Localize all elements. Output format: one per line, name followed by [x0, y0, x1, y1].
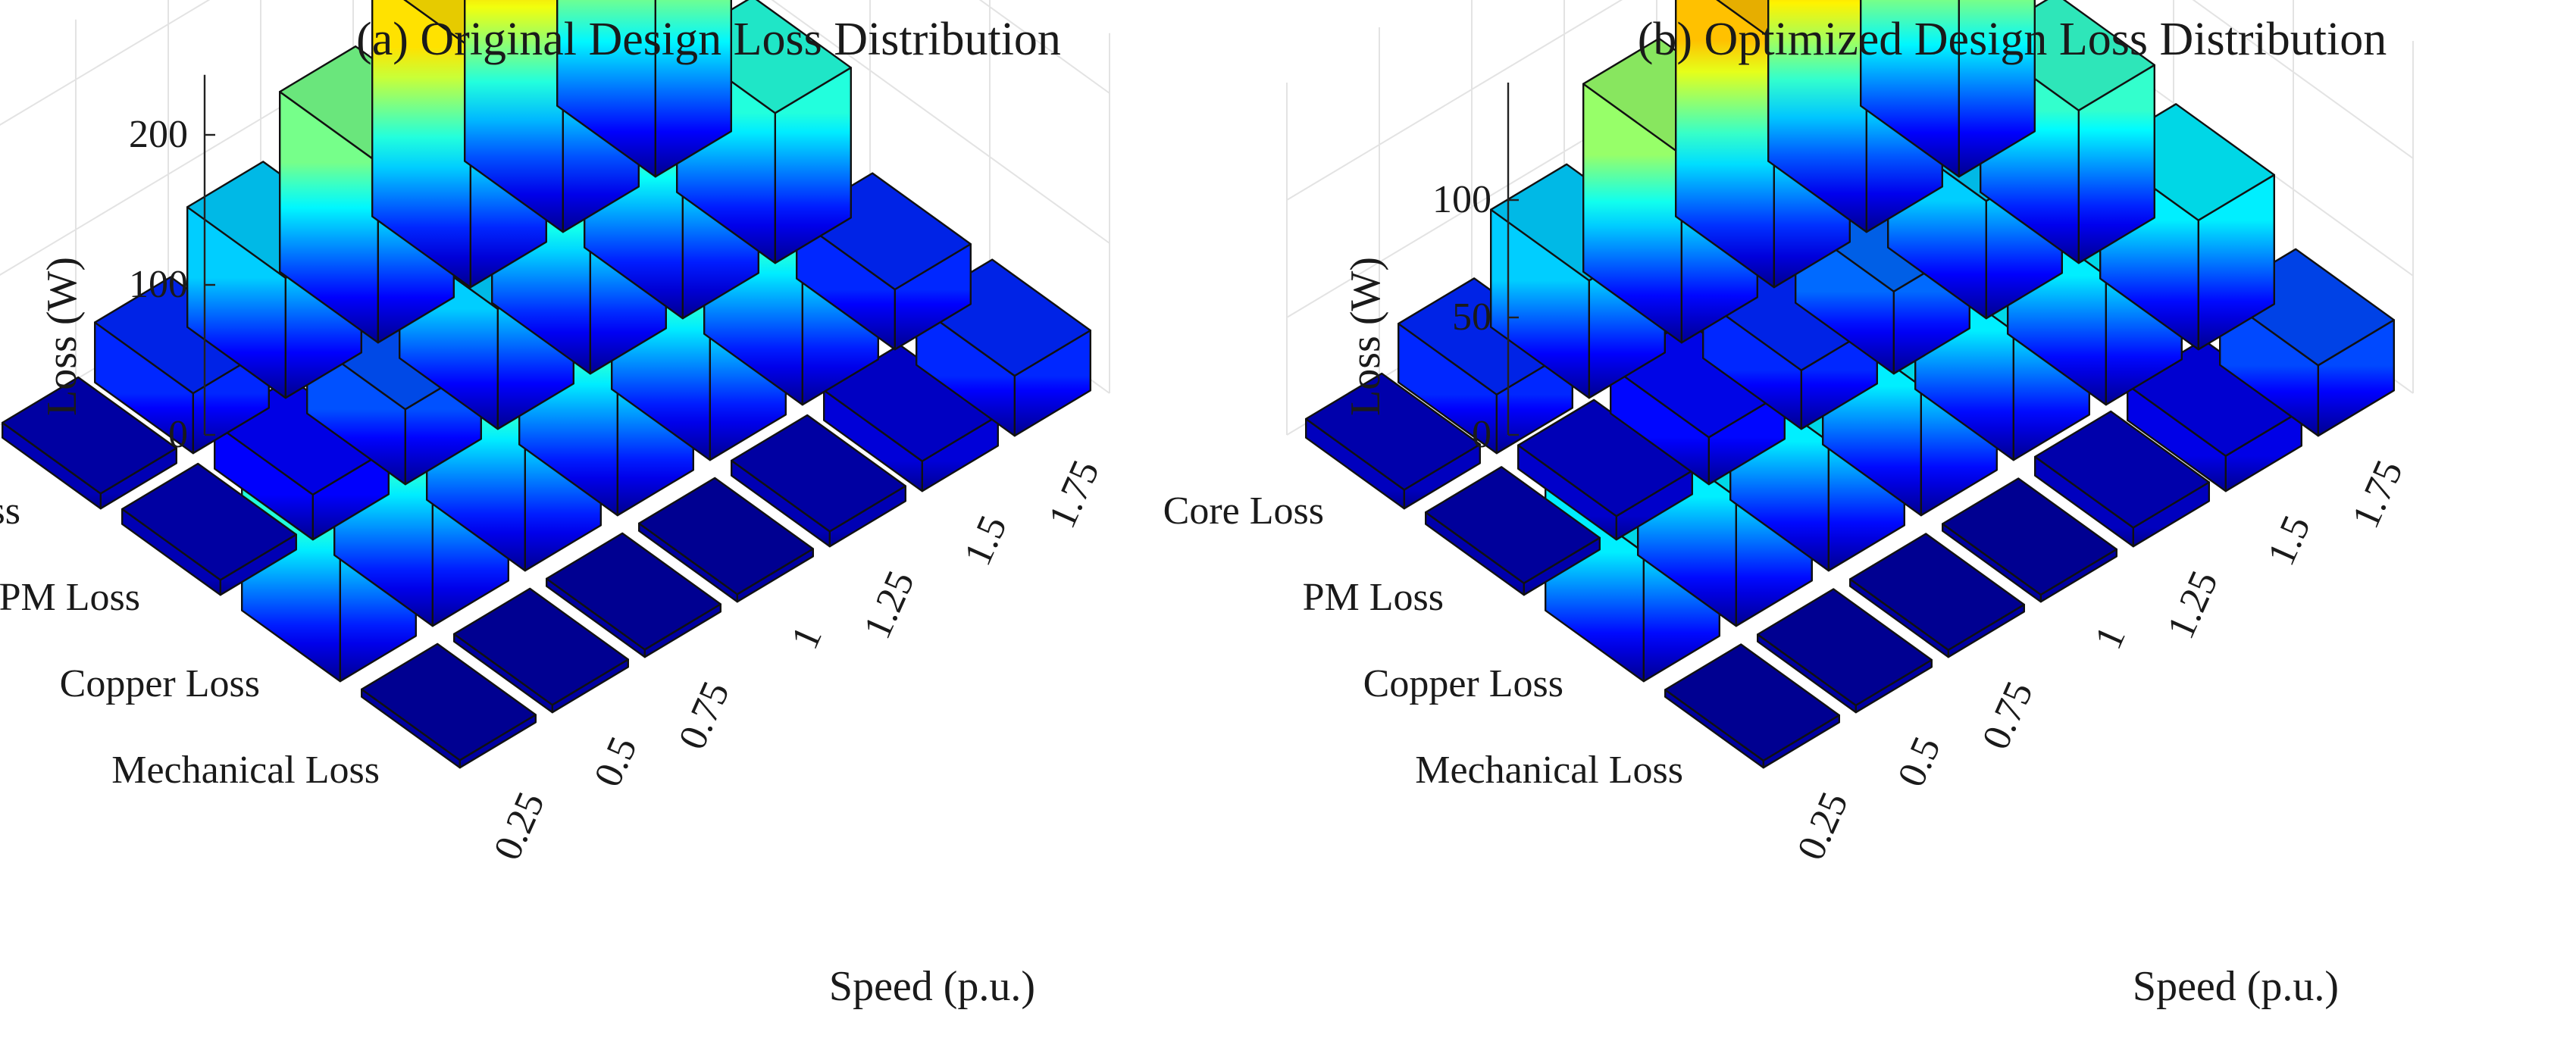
x-tick-label: 0.75 [671, 675, 738, 755]
grid-line [0, 0, 1110, 277]
bar-face-side [1859, 0, 1961, 178]
z-axis-label: Loss (W) [39, 257, 86, 416]
y-tick-label: Copper Loss [60, 662, 260, 705]
z-axis-label: Loss (W) [1342, 257, 1389, 416]
bar [1664, 643, 1841, 769]
z-tick-label: 50 [1452, 295, 1491, 339]
bar-face-front [654, 0, 732, 178]
bar-face-front [1958, 0, 2036, 178]
bar [1397, 277, 1574, 455]
bar [453, 587, 629, 714]
z-tick-label: 0 [1472, 413, 1491, 456]
chart-panel-original: 0 100 200 Loss (W) 0.25 0.5 0.75 1 1.25 1.5 1.75 Sp… [0, 0, 1110, 1010]
x-tick-label: 1.75 [1041, 454, 1108, 534]
bar [638, 477, 815, 603]
x-tick-label: 1.5 [2259, 509, 2319, 572]
x-tick-label: 1 [783, 620, 831, 655]
bar [1424, 466, 1601, 596]
bar-face-top [1941, 477, 2118, 596]
bar [1941, 477, 2118, 603]
x-axis-label: Speed (p.u.) [829, 963, 1035, 1010]
bar [93, 276, 270, 455]
bar [2033, 410, 2211, 548]
bar-face-side [556, 0, 656, 178]
y-tick-label: Core Loss [0, 489, 20, 533]
bar-face-top [453, 587, 629, 706]
z-tick-label: 100 [1432, 178, 1491, 221]
x-tick-label: 1.5 [956, 509, 1016, 572]
y-tick-label: PM Loss [0, 576, 140, 619]
bar [2, 376, 178, 510]
bar [822, 344, 1000, 492]
bar [556, 0, 732, 178]
x-tick-label: 0.75 [1974, 675, 2042, 755]
y-tick-label: Copper Loss [1363, 662, 1563, 705]
x-tick-label: 0.5 [586, 730, 646, 793]
x-tick-label: 0.5 [1889, 730, 1949, 793]
bar [546, 532, 721, 658]
bar [1516, 399, 1694, 541]
bar-face-top [2, 376, 178, 495]
x-tick-label: 1.25 [856, 564, 923, 645]
bar [361, 642, 537, 769]
bar-face-top [638, 477, 815, 596]
bar-face-top [121, 462, 297, 581]
bar-face-top [546, 532, 721, 651]
grid-line [1286, 0, 2414, 201]
bar-face-top [1664, 643, 1841, 762]
bar [1859, 0, 2036, 178]
chart-panel-optimized: 0 50 100 Loss (W) 0.25 0.5 0.75 1 1.25 1.5 1.75 Spe… [1163, 0, 2414, 1010]
x-tick-label: 0.25 [486, 786, 553, 866]
y-tick-label: Mechanical Loss [111, 749, 380, 792]
grid-line [0, 0, 1110, 127]
bar [121, 462, 297, 596]
z-tick-label: 0 [168, 413, 188, 456]
bar-face-top [731, 414, 907, 533]
bar [1304, 372, 1482, 510]
chart-title: (b) Optimized Design Loss Distribution [1638, 14, 2387, 65]
z-tick-label: 200 [129, 113, 188, 156]
y-tick-label: Mechanical Loss [1415, 749, 1683, 792]
bar-face-top [2033, 410, 2211, 529]
y-tick-label: Core Loss [1163, 489, 1324, 533]
bar [1848, 533, 2026, 658]
bar-face-top [1424, 466, 1601, 584]
x-tick-label: 1.25 [2159, 564, 2227, 645]
bar-face-top [1756, 588, 1933, 707]
x-axis-label: Speed (p.u.) [2133, 963, 2339, 1010]
z-axis: 0 50 100 Loss (W) [1342, 83, 1519, 456]
bar [731, 414, 907, 548]
bar-face-top [1304, 372, 1482, 491]
bar-face-top [361, 642, 537, 761]
z-tick-label: 100 [129, 263, 188, 306]
bar-face-top [1516, 399, 1694, 517]
x-tick-label: 0.25 [1789, 786, 1857, 866]
z-axis: 0 100 200 Loss (W) [39, 74, 215, 456]
chart-title: (a) Original Design Loss Distribution [356, 14, 1061, 65]
y-tick-label: PM Loss [1303, 576, 1444, 619]
bar-face-top [1848, 533, 2026, 652]
x-tick-label: 1.75 [2344, 454, 2412, 534]
bar [1756, 588, 1933, 714]
x-tick-label: 1 [2086, 620, 2134, 655]
